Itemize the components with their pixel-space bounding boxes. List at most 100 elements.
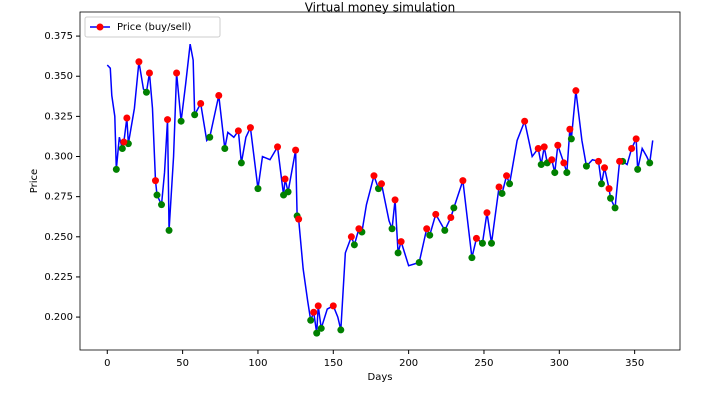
trade-point [397,238,405,246]
trade-point [317,324,325,332]
trade-point [540,143,548,151]
x-tick-label: 150 [324,358,343,369]
trade-point [215,91,223,99]
trade-point [284,188,292,196]
trade-point [337,326,345,334]
y-tick-label: 0.375 [44,31,73,42]
trade-point [632,135,640,143]
trade-point [551,169,559,177]
chart-title: Virtual money simulation [305,1,456,15]
x-tick-label: 200 [399,358,418,369]
trade-point [634,165,642,173]
trade-point [237,159,245,167]
trade-point [350,241,358,249]
x-tick-label: 100 [248,358,267,369]
trade-point [388,225,396,233]
x-tick-label: 250 [474,358,493,369]
trade-point [153,191,161,199]
trade-point [274,143,282,151]
trade-point [498,189,506,197]
trade-point [158,201,166,209]
trade-point [607,194,615,202]
trade-point [597,180,605,188]
trade-point [206,133,214,141]
y-tick-label: 0.200 [44,312,73,323]
trade-point [142,88,150,96]
trade-point [601,164,609,172]
trade-point [605,185,613,193]
trade-point [566,125,574,133]
trade-point [483,209,491,217]
trade-point [503,172,511,180]
trade-point [355,225,363,233]
trade-point [314,302,322,310]
y-tick-label: 0.250 [44,232,73,243]
trade-point [426,231,434,239]
trade-point [135,58,143,66]
trade-point [254,185,262,193]
trade-point [177,117,185,125]
trade-point [118,144,126,152]
trade-point [563,169,571,177]
trade-point [554,141,562,149]
trade-point [120,138,128,146]
trade-point [295,215,303,223]
trade-point [234,127,242,135]
trade-point [582,162,590,170]
x-tick-label: 50 [176,358,189,369]
trade-point [472,234,480,242]
trade-point [221,144,229,152]
trade-point [594,157,602,165]
trade-point [391,196,399,204]
trade-point [506,180,514,188]
trade-point [378,180,386,188]
y-tick-label: 0.300 [44,152,73,163]
trade-point [281,175,289,183]
trade-point [329,302,337,310]
trade-point [447,214,455,222]
legend-label: Price (buy/sell) [117,22,191,33]
trade-point [173,69,181,77]
trade-point [432,210,440,218]
x-tick-label: 0 [104,358,110,369]
legend-marker [96,23,104,31]
x-axis-label: Days [368,372,393,383]
trade-point [495,183,503,191]
trade-point [313,329,321,337]
trade-point [197,100,205,108]
y-axis-label: Price [29,169,40,193]
trade-point [646,159,654,167]
y-tick-label: 0.225 [44,272,73,283]
trade-point [521,117,529,125]
trade-point [123,114,131,122]
trade-point [415,258,423,266]
trade-point [292,146,300,154]
trade-point [468,254,476,262]
trade-point [478,239,486,247]
trade-point [165,226,173,234]
trade-point [370,172,378,180]
trade-point [534,144,542,152]
trade-point [191,111,199,119]
trade-point [560,159,568,167]
trade-point [151,177,159,185]
trade-point [112,165,120,173]
x-tick-label: 300 [550,358,569,369]
trade-point [347,233,355,241]
trade-point [394,249,402,257]
trade-point [628,144,636,152]
trade-point [307,316,315,324]
trade-point [548,156,556,164]
trade-point [423,225,431,233]
trade-point [246,124,254,132]
plot-frame [79,11,681,351]
trade-point [616,157,624,165]
trade-point [441,226,449,234]
legend-box [84,16,221,38]
x-tick-label: 350 [625,358,644,369]
trade-point [450,204,458,212]
trade-point [164,116,172,124]
y-tick-label: 0.275 [44,192,73,203]
trade-point [488,239,496,247]
